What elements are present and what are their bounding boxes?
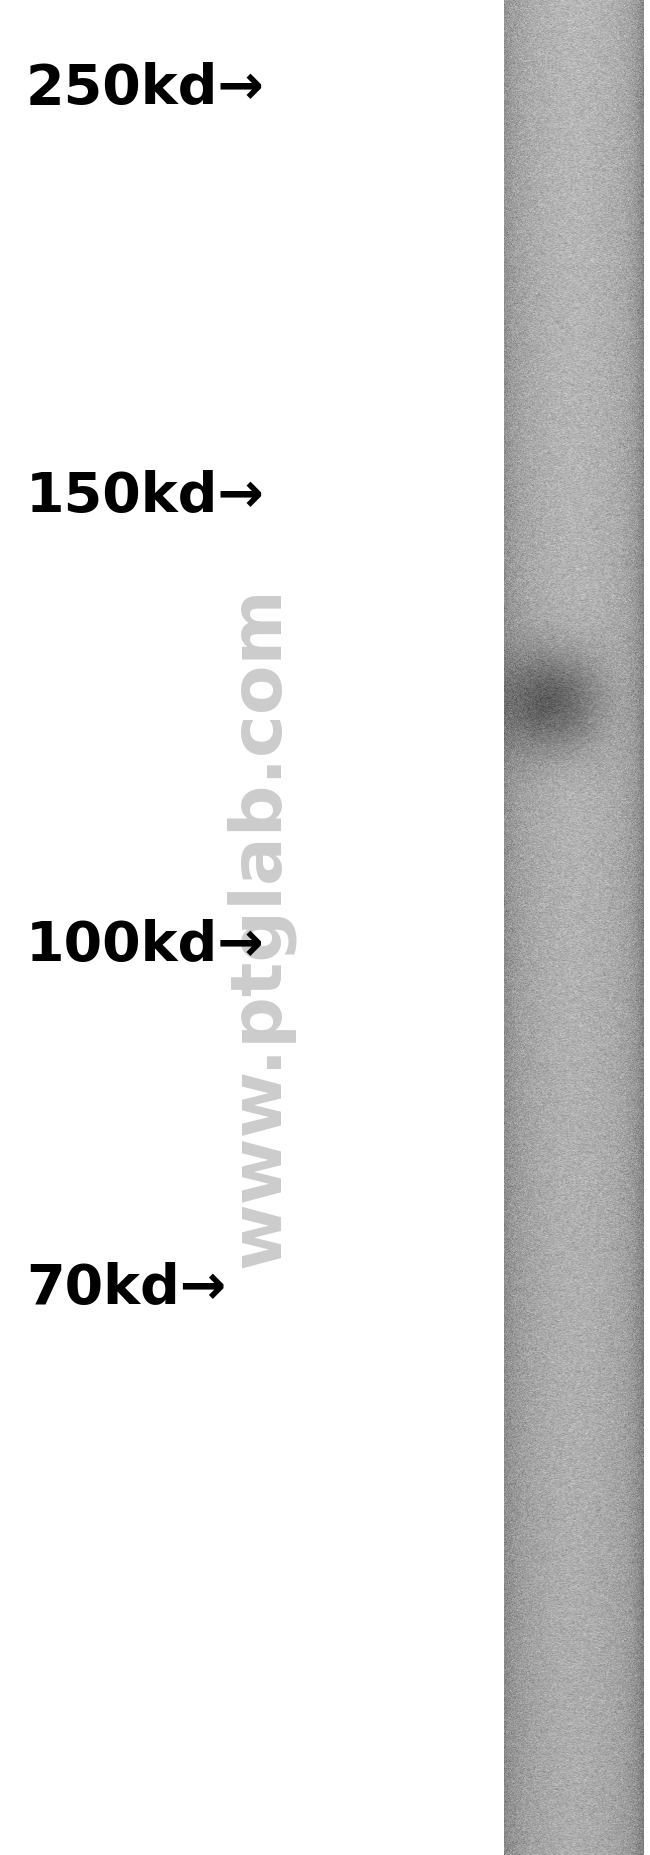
Text: 150kd→: 150kd→ bbox=[26, 469, 265, 525]
Text: 100kd→: 100kd→ bbox=[26, 918, 265, 974]
Text: 250kd→: 250kd→ bbox=[26, 61, 265, 117]
Text: www.ptglab.com: www.ptglab.com bbox=[226, 586, 294, 1269]
Text: 70kd→: 70kd→ bbox=[26, 1261, 226, 1317]
